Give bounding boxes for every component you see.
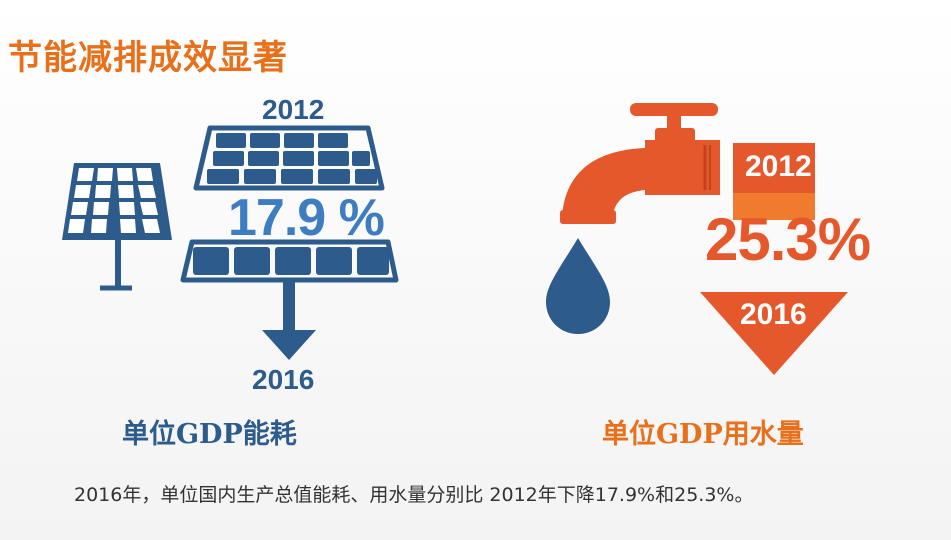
water-end-year: 2016 — [740, 298, 807, 331]
orange-down-arrow-icon — [700, 143, 848, 375]
blue-down-arrow-icon — [262, 282, 316, 360]
small-solar-panel-icon — [62, 163, 172, 291]
water-reduction-percent: 25.3% — [705, 206, 871, 273]
faucet-icon — [560, 103, 720, 224]
footnote: 2016年，单位国内生产总值能耗、用水量分别比 2012年下降17.9%和25.… — [74, 484, 754, 506]
water-caption: 单位GDP用水量 — [602, 419, 804, 450]
energy-end-year: 2016 — [252, 364, 315, 395]
page-title: 节能减排成效显著 — [8, 38, 288, 78]
large-solar-panel-icon — [180, 125, 399, 283]
energy-start-year: 2012 — [262, 94, 325, 125]
energy-caption: 单位GDP能耗 — [122, 419, 297, 450]
water-drop-icon — [546, 238, 610, 334]
energy-reduction-percent: 17.9 % — [228, 189, 385, 247]
water-start-year: 2012 — [745, 150, 812, 183]
